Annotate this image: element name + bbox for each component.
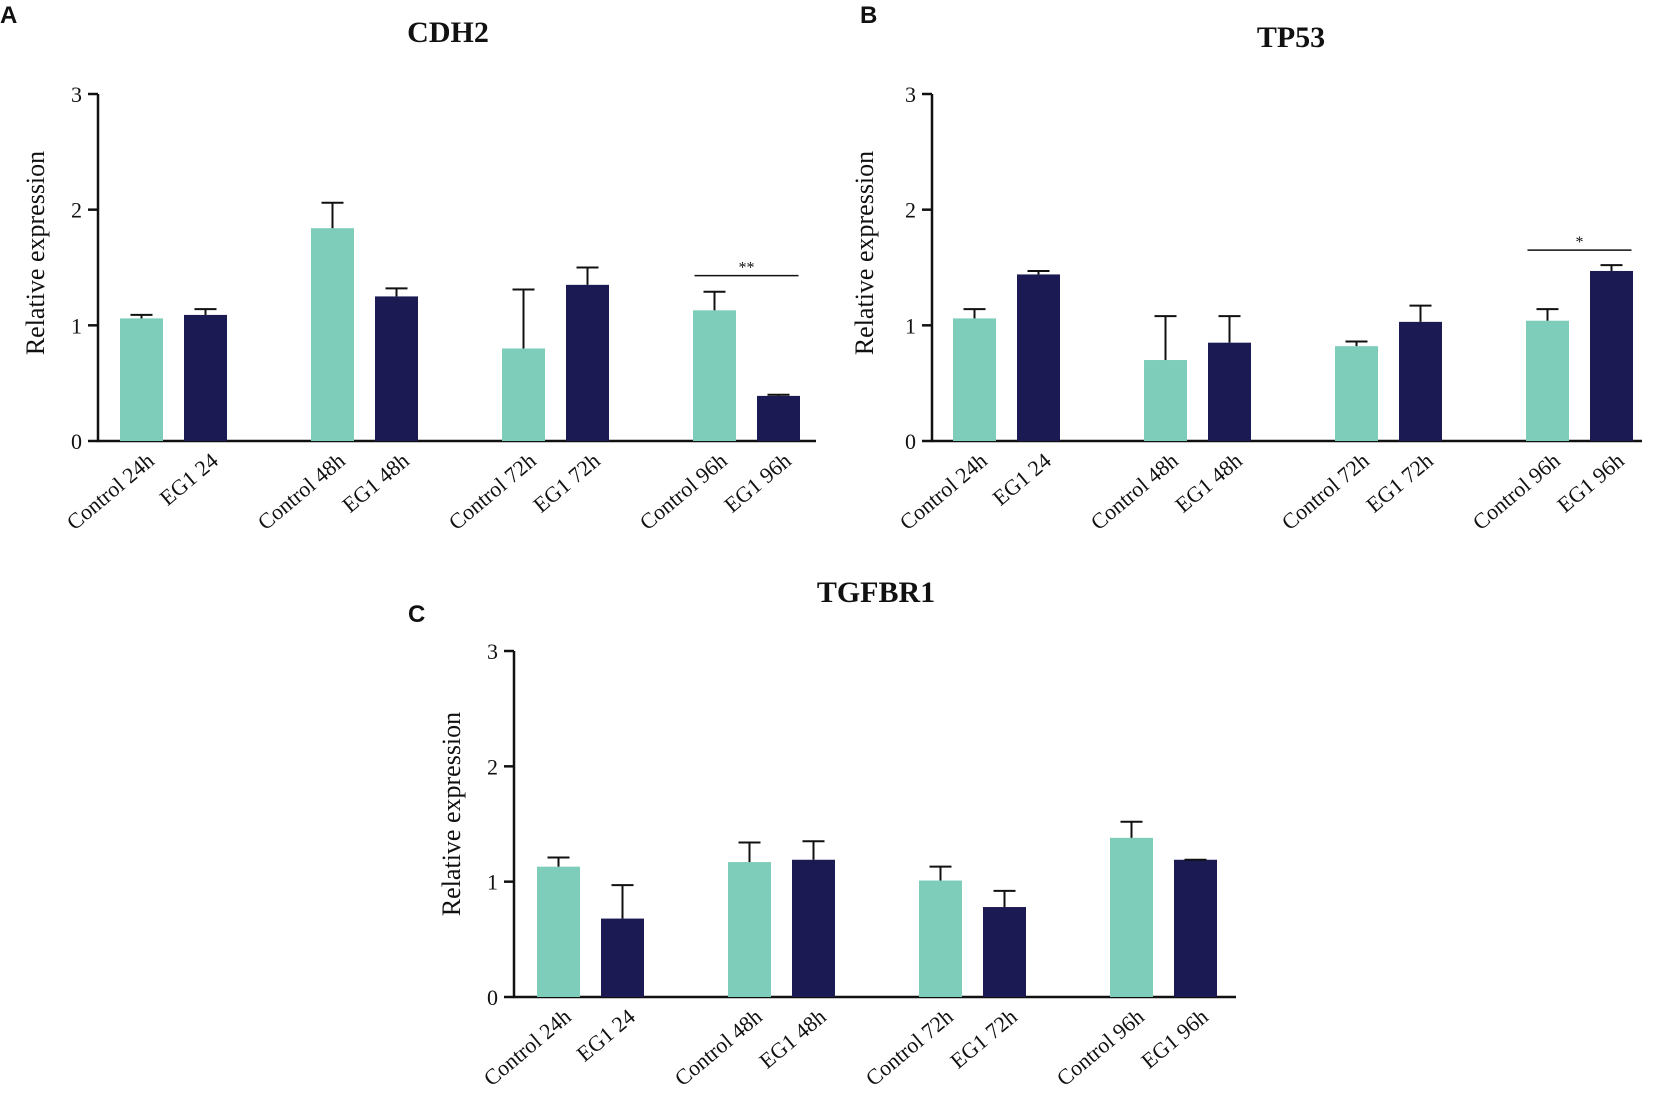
category-label: EG1 48h <box>1170 448 1246 518</box>
chart-title-tgfbr1: TGFBR1 <box>817 576 935 609</box>
bar <box>1174 859 1217 997</box>
category-label: Control 24h <box>895 448 992 535</box>
bar <box>375 296 418 441</box>
chart-title-tp53: TP53 <box>1257 21 1325 54</box>
bar <box>1208 342 1251 441</box>
bar <box>693 310 736 441</box>
category-label: EG1 72h <box>528 448 604 518</box>
bar <box>120 318 163 441</box>
bar <box>184 314 227 441</box>
y-tick-label: 1 <box>71 313 82 338</box>
bar <box>1590 270 1633 441</box>
y-tick-label: 1 <box>487 870 498 895</box>
bar <box>919 880 962 997</box>
bar <box>728 862 771 997</box>
chart-panel-a: A CDH2 Relative expression 0 1 2 3 Control 2… <box>0 2 816 535</box>
bar <box>537 866 580 997</box>
bar <box>1144 360 1187 441</box>
y-tick-label: 3 <box>487 639 498 664</box>
bar <box>1526 320 1569 441</box>
category-label: Control 72h <box>1277 448 1374 535</box>
category-label: Control 48h <box>670 1004 767 1091</box>
category-label: Control 24h <box>62 448 159 535</box>
category-label: EG1 24 <box>572 1004 640 1067</box>
y-tick-label: 1 <box>905 313 916 338</box>
panel-letter-b: B <box>860 2 877 29</box>
y-tick-label: 2 <box>905 198 916 223</box>
category-label: Control 72h <box>444 448 541 535</box>
y-tick-label: 0 <box>71 429 82 454</box>
panel-letter-a: A <box>0 2 17 29</box>
bar <box>1110 837 1153 997</box>
bar <box>311 228 354 441</box>
bar <box>1399 321 1442 441</box>
chart-title-cdh2: CDH2 <box>407 16 489 49</box>
bar <box>601 918 644 997</box>
category-label: EG1 72h <box>945 1004 1021 1074</box>
category-label: Control 48h <box>253 448 350 535</box>
y-tick-label: 3 <box>905 82 916 107</box>
category-label: EG1 72h <box>1361 448 1437 518</box>
y-tick-label: 3 <box>71 82 82 107</box>
y-tick-label: 2 <box>71 198 82 223</box>
category-label: EG1 96h <box>1136 1004 1212 1074</box>
category-label: EG1 96h <box>719 448 795 518</box>
category-label: EG1 48h <box>754 1004 830 1074</box>
bar <box>953 318 996 441</box>
bar <box>792 859 835 997</box>
category-label: Control 72h <box>861 1004 958 1091</box>
significance-label: * <box>1576 234 1584 251</box>
y-tick-label: 0 <box>487 985 498 1010</box>
y-tick-label: 0 <box>905 429 916 454</box>
category-label: EG1 24 <box>988 448 1056 511</box>
category-label: Control 96h <box>1052 1004 1149 1091</box>
bar <box>1017 274 1060 441</box>
panel-letter-c: C <box>408 601 425 628</box>
bar <box>502 348 545 441</box>
significance-label: ** <box>739 260 755 277</box>
chart-panel-b: B TP53 Relative expression 0 1 2 3 Control 2… <box>850 2 1642 535</box>
category-label: EG1 48h <box>337 448 413 518</box>
y-axis-label-a: Relative expression <box>21 151 50 355</box>
y-axis-label-b: Relative expression <box>850 151 879 355</box>
bar <box>566 284 609 441</box>
chart-panel-c: C TGFBR1 Relative expression 0 1 2 3 Control… <box>408 576 1236 1091</box>
bar <box>1335 346 1378 441</box>
category-label: Control 48h <box>1086 448 1183 535</box>
category-label: Control 96h <box>1468 448 1565 535</box>
bar <box>757 395 800 441</box>
category-label: EG1 96h <box>1552 448 1628 518</box>
y-tick-label: 2 <box>487 754 498 779</box>
y-axis-label-c: Relative expression <box>437 712 466 916</box>
bar <box>983 907 1026 997</box>
category-label: EG1 24 <box>155 448 223 511</box>
category-label: Control 96h <box>635 448 732 535</box>
category-label: Control 24h <box>479 1004 576 1091</box>
